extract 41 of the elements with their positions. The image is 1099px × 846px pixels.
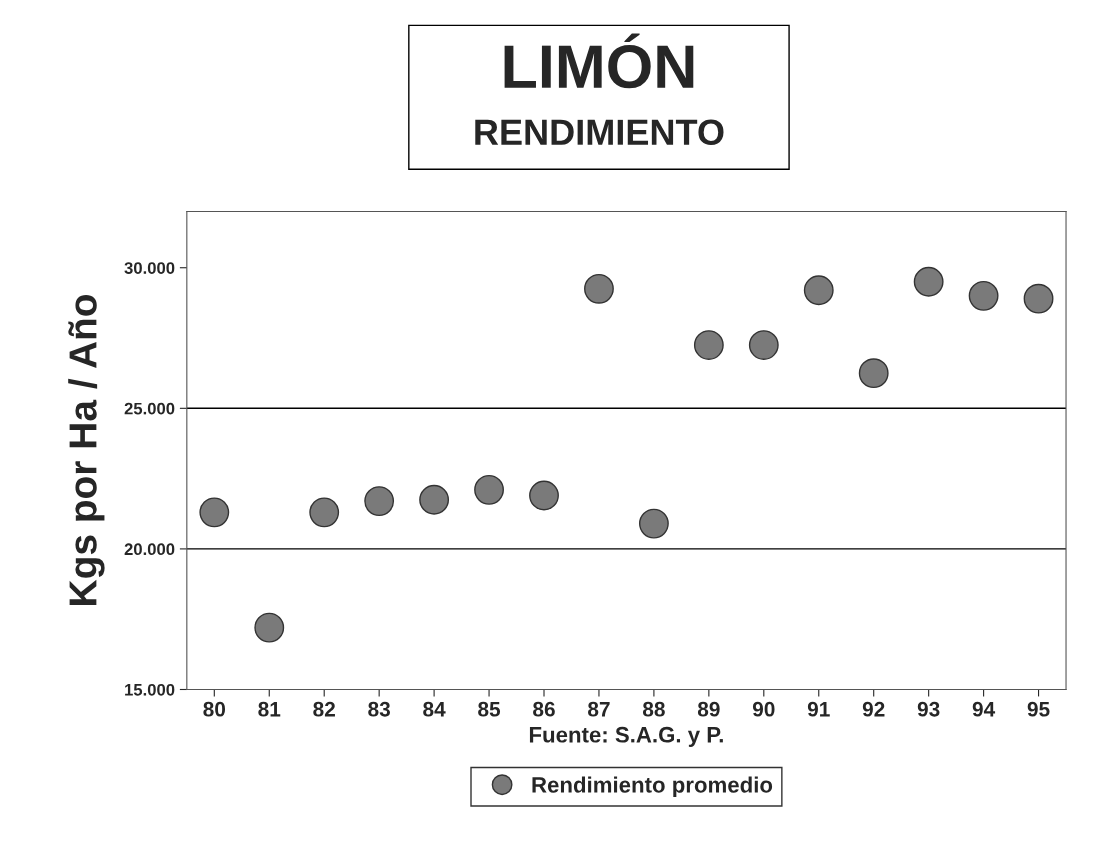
x-tick-label: 89: [697, 701, 720, 717]
x-tick-label: 87: [588, 701, 610, 717]
x-tick-label: 83: [368, 701, 390, 717]
y-tick-label: 15.000: [125, 683, 175, 696]
point: [474, 474, 504, 505]
x-tick-label: 86: [533, 701, 555, 717]
x-tick-label: 91: [807, 701, 830, 717]
point: [693, 330, 724, 360]
point: [199, 497, 230, 528]
point: [748, 330, 779, 360]
point: [803, 275, 834, 306]
x-tick-label: 90: [752, 701, 775, 717]
point: [529, 480, 559, 511]
x-tick-label: 82: [313, 701, 335, 717]
point: [638, 508, 669, 539]
point: [1023, 283, 1054, 314]
point: [364, 486, 395, 517]
point: [913, 266, 944, 297]
x-tick-label: 88: [642, 701, 665, 717]
x-tick-label: 94: [972, 701, 996, 717]
x-tick-label: 93: [917, 701, 940, 717]
point: [584, 273, 614, 304]
x-tick-label: 80: [203, 701, 226, 717]
point: [254, 612, 285, 643]
point: [968, 280, 999, 311]
y-axis-title: Kgs por Ha / Año: [68, 295, 105, 605]
point: [309, 497, 340, 528]
x-tick-label: 85: [478, 701, 501, 717]
chart-subtitle: RENDIMIENTO: [475, 119, 724, 146]
y-tick-label: 25.000: [124, 402, 175, 415]
point: [858, 358, 889, 389]
x-tick-label: 81: [258, 701, 281, 717]
chart-title: LIMÓN: [504, 33, 694, 89]
x-tick-label: 92: [862, 701, 885, 717]
x-tick-label: 84: [423, 701, 446, 717]
y-tick-label: 30.000: [124, 262, 175, 274]
point: [419, 484, 450, 515]
legend-label: Rendimiento promedio: [532, 776, 773, 798]
x-tick-label: 95: [1027, 701, 1050, 717]
y-tick-label: 20.000: [124, 543, 175, 556]
x-axis-title: Fuente: S.A.G. y P.: [529, 726, 723, 747]
